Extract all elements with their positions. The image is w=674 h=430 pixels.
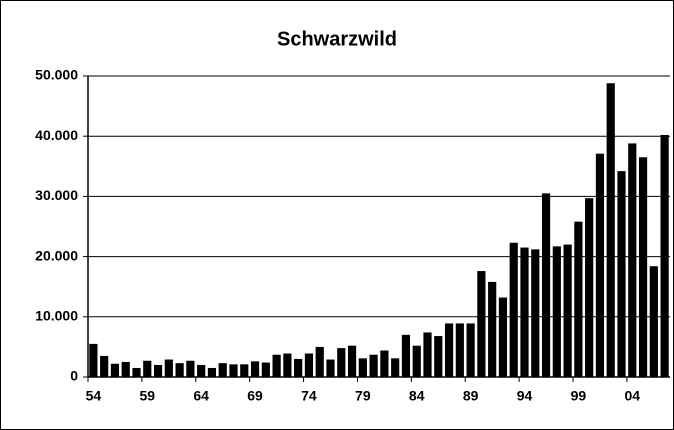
bar (240, 364, 249, 377)
bar (617, 171, 626, 377)
bar (369, 354, 378, 377)
bar (304, 353, 314, 377)
bar (412, 345, 421, 377)
bar (143, 360, 152, 377)
bar (218, 363, 227, 377)
x-tick-label: 54 (86, 388, 102, 404)
bar (531, 249, 540, 377)
y-tick-label: 10.000 (35, 308, 78, 324)
bar (606, 83, 615, 377)
bar (563, 244, 572, 377)
y-tick-label: 30.000 (35, 187, 78, 203)
x-tick-label: 89 (463, 388, 479, 404)
y-tick-label: 40.000 (35, 127, 78, 143)
bar (488, 281, 497, 377)
y-tick-label: 0 (70, 368, 78, 384)
x-tick-label: 69 (247, 388, 263, 404)
bar (207, 367, 217, 377)
bar (498, 297, 508, 377)
bar (466, 323, 475, 377)
bar (541, 193, 551, 377)
bar (250, 361, 260, 377)
bar (574, 221, 583, 377)
bar (423, 332, 432, 377)
bar (509, 242, 518, 377)
bar (229, 364, 238, 377)
x-tick-label: 84 (409, 388, 425, 404)
bar (347, 345, 357, 377)
x-tick-label: 74 (301, 388, 317, 404)
bar (585, 198, 594, 377)
bar (294, 358, 303, 377)
y-tick-label: 20.000 (35, 247, 78, 263)
bar (401, 334, 411, 377)
bar (175, 363, 184, 377)
bar (283, 353, 292, 377)
chart-title: Schwarzwild (277, 28, 397, 50)
bar (110, 363, 120, 377)
bar (628, 143, 637, 377)
bar (326, 359, 335, 377)
bar (520, 247, 529, 377)
bar (272, 354, 281, 377)
bar (380, 350, 389, 377)
bar (315, 346, 324, 377)
bar (132, 367, 141, 377)
bar (186, 360, 195, 377)
bar (455, 323, 464, 377)
bar (197, 364, 206, 377)
bar (89, 343, 98, 377)
bar (552, 246, 561, 377)
bar (391, 358, 400, 377)
x-tick-label: 99 (571, 388, 587, 404)
bar (164, 359, 173, 377)
bar (477, 271, 486, 377)
bar (121, 361, 130, 377)
x-tick-label: 79 (355, 388, 371, 404)
bar (444, 323, 454, 377)
bar (100, 355, 109, 377)
bar (153, 364, 163, 377)
bar (595, 153, 605, 377)
x-tick-label: 64 (193, 388, 209, 404)
bar (358, 358, 367, 377)
bar (434, 336, 443, 377)
x-tick-label: 94 (517, 388, 533, 404)
x-tick-label: 59 (139, 388, 155, 404)
bar (660, 134, 669, 377)
x-tick-label: 04 (624, 388, 640, 404)
y-tick-label: 50.000 (35, 67, 78, 83)
bar (261, 362, 270, 377)
bar (337, 348, 346, 377)
bar (649, 266, 658, 377)
bar (638, 157, 648, 377)
